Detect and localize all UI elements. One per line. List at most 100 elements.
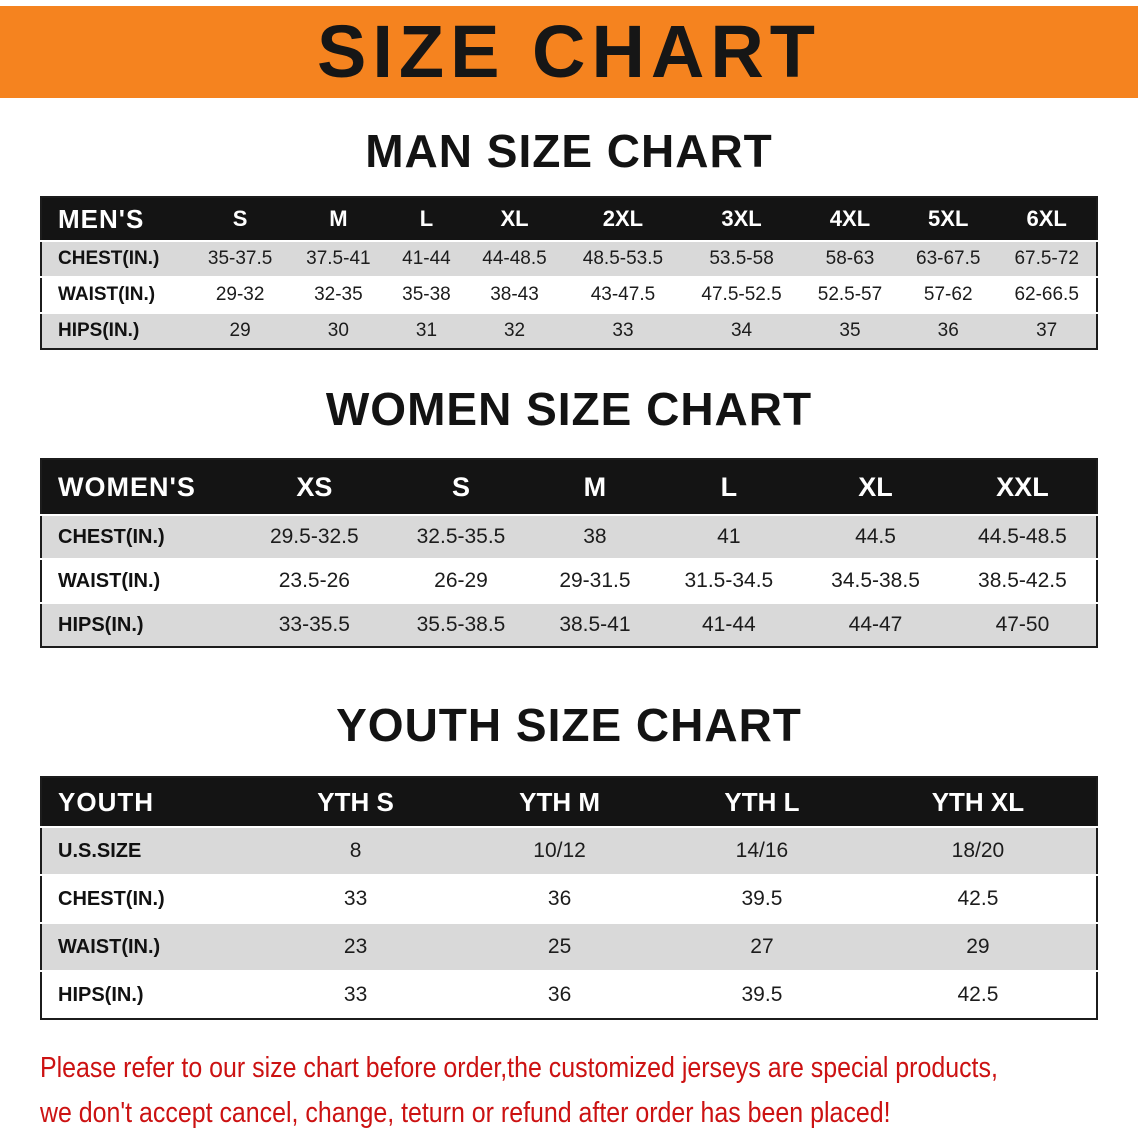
size-value-cell: 41-44 (387, 240, 466, 277)
size-value-cell: 62-66.5 (997, 276, 1097, 313)
size-value-cell: 10/12 (455, 826, 665, 875)
size-value-cell: 32.5-35.5 (387, 514, 535, 559)
table-corner-label: MEN'S (41, 197, 191, 241)
size-column-header: 6XL (997, 197, 1097, 241)
size-table-row: WAIST(IN.) 23.5-26 26-29 29-31.5 31.5-34.5 34… (41, 558, 1097, 603)
size-column-header: 3XL (682, 197, 801, 241)
size-value-cell: 39.5 (664, 970, 860, 1019)
size-value-cell: 52.5-57 (800, 276, 900, 313)
size-value-cell: 67.5-72 (997, 240, 1097, 277)
size-value-cell: 44-47 (802, 602, 949, 647)
size-value-cell: 29 (191, 312, 290, 349)
size-value-cell: 41 (655, 514, 803, 559)
size-value-cell: 29-32 (191, 276, 290, 313)
measurement-row-label: WAIST(IN.) (41, 558, 241, 603)
measurement-row-label: HIPS(IN.) (41, 970, 256, 1019)
size-column-header: XL (465, 197, 564, 241)
size-value-cell: 23 (256, 922, 456, 971)
size-column-header: S (191, 197, 290, 241)
size-value-cell: 42.5 (859, 970, 1097, 1019)
size-value-cell: 31.5-34.5 (655, 558, 803, 603)
disclaimer: Please refer to our size chart before or… (40, 1046, 1138, 1136)
measurement-row-label: HIPS(IN.) (41, 312, 191, 349)
men-table-header-row: MEN'S S M L XL 2XL 3XL 4XL 5XL 6XL (41, 197, 1097, 241)
size-value-cell: 25 (455, 922, 665, 971)
size-value-cell: 57-62 (899, 276, 998, 313)
measurement-row-label: CHEST(IN.) (41, 514, 241, 559)
youth-table-body: U.S.SIZE 8 10/12 14/16 18/20 CHEST(IN.) 33 36 39… (41, 826, 1097, 1019)
size-value-cell: 33 (256, 874, 456, 923)
size-value-cell: 35-38 (387, 276, 466, 313)
size-table-row: HIPS(IN.) 29 30 31 32 33 34 35 36 37 (41, 312, 1097, 349)
measurement-row-label: WAIST(IN.) (41, 276, 191, 313)
size-value-cell: 29-31.5 (534, 558, 656, 603)
size-value-cell: 33 (256, 970, 456, 1019)
size-column-header: YTH L (664, 777, 860, 827)
size-value-cell: 42.5 (859, 874, 1097, 923)
size-value-cell: 26-29 (387, 558, 535, 603)
measurement-row-label: U.S.SIZE (41, 826, 256, 875)
size-table-row: U.S.SIZE 8 10/12 14/16 18/20 (41, 826, 1097, 875)
men-size-section: MAN SIZE CHART MEN'S S M L XL 2XL 3XL 4XL 5XL 6XL… (0, 128, 1138, 350)
banner-title: SIZE CHART (317, 10, 821, 93)
measurement-row-label: CHEST(IN.) (41, 240, 191, 277)
size-value-cell: 53.5-58 (682, 240, 801, 277)
size-value-cell: 48.5-53.5 (563, 240, 683, 277)
size-value-cell: 47.5-52.5 (682, 276, 801, 313)
size-value-cell: 44.5-48.5 (948, 514, 1097, 559)
women-table-body: CHEST(IN.) 29.5-32.5 32.5-35.5 38 41 44.5 44.5… (41, 514, 1097, 647)
measurement-row-label: CHEST(IN.) (41, 874, 256, 923)
size-column-header: YTH S (256, 777, 456, 827)
size-chart-banner: SIZE CHART (0, 6, 1138, 98)
men-section-heading: MAN SIZE CHART (365, 125, 773, 177)
size-column-header: L (387, 197, 466, 241)
size-column-header: 5XL (899, 197, 998, 241)
size-table-row: HIPS(IN.) 33-35.5 35.5-38.5 38.5-41 41-44 44-… (41, 602, 1097, 647)
size-value-cell: 32 (465, 312, 564, 349)
size-value-cell: 29.5-32.5 (241, 514, 388, 559)
size-column-header: XL (802, 459, 949, 515)
size-value-cell: 44-48.5 (465, 240, 564, 277)
youth-table-header-row: YOUTH YTH S YTH M YTH L YTH XL (41, 777, 1097, 827)
women-table-header-row: WOMEN'S XS S M L XL XXL (41, 459, 1097, 515)
size-value-cell: 63-67.5 (899, 240, 998, 277)
size-column-header: YTH M (455, 777, 665, 827)
size-value-cell: 35 (800, 312, 900, 349)
size-table-row: HIPS(IN.) 33 36 39.5 42.5 (41, 970, 1097, 1019)
size-value-cell: 38 (534, 514, 656, 559)
size-value-cell: 36 (455, 970, 665, 1019)
size-column-header: 2XL (563, 197, 683, 241)
size-column-header: L (655, 459, 803, 515)
size-value-cell: 39.5 (664, 874, 860, 923)
size-table-row: WAIST(IN.) 29-32 32-35 35-38 38-43 43-47.5 47.… (41, 276, 1097, 313)
size-column-header: XXL (948, 459, 1097, 515)
women-size-section: WOMEN SIZE CHART WOMEN'S XS S M L XL XXL CHEST… (0, 386, 1138, 648)
size-value-cell: 35-37.5 (191, 240, 290, 277)
size-value-cell: 41-44 (655, 602, 803, 647)
measurement-row-label: WAIST(IN.) (41, 922, 256, 971)
disclaimer-line-1: Please refer to our size chart before or… (40, 1052, 998, 1084)
size-value-cell: 37 (997, 312, 1097, 349)
size-value-cell: 14/16 (664, 826, 860, 875)
men-table-body: CHEST(IN.) 35-37.5 37.5-41 41-44 44-48.5 48.5… (41, 240, 1097, 349)
size-value-cell: 35.5-38.5 (387, 602, 535, 647)
measurement-row-label: HIPS(IN.) (41, 602, 241, 647)
size-value-cell: 38.5-41 (534, 602, 656, 647)
size-value-cell: 31 (387, 312, 466, 349)
youth-size-table: YOUTH YTH S YTH M YTH L YTH XL U.S.SIZE 8 10/1… (40, 776, 1098, 1020)
women-section-heading: WOMEN SIZE CHART (325, 383, 813, 435)
size-value-cell: 43-47.5 (563, 276, 683, 313)
size-column-header: M (534, 459, 656, 515)
size-value-cell: 27 (664, 922, 860, 971)
size-value-cell: 36 (455, 874, 665, 923)
size-table-row: CHEST(IN.) 35-37.5 37.5-41 41-44 44-48.5 48.5… (41, 240, 1097, 277)
size-column-header: 4XL (800, 197, 900, 241)
table-corner-label: WOMEN'S (41, 459, 241, 515)
size-value-cell: 38-43 (465, 276, 564, 313)
size-value-cell: 37.5-41 (289, 240, 388, 277)
size-value-cell: 34.5-38.5 (802, 558, 949, 603)
women-size-table: WOMEN'S XS S M L XL XXL CHEST(IN.) 29.5-32.5 32.… (40, 458, 1098, 648)
youth-size-section: YOUTH SIZE CHART YOUTH YTH S YTH M YTH L YTH… (0, 702, 1138, 1020)
table-corner-label: YOUTH (41, 777, 256, 827)
size-value-cell: 34 (682, 312, 801, 349)
